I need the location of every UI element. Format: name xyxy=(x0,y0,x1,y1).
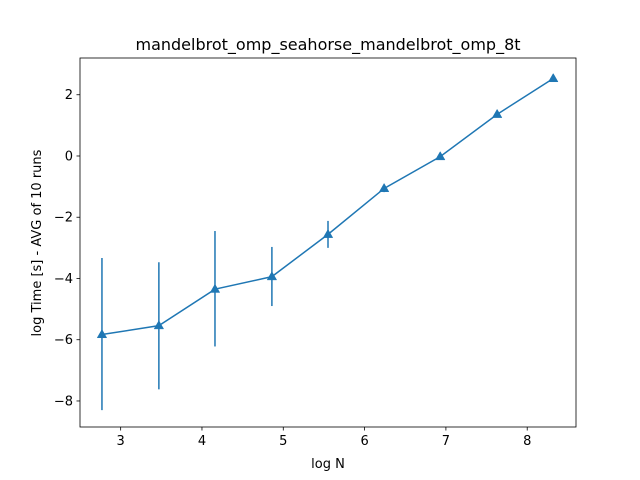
x-tick-label: 3 xyxy=(117,434,125,449)
x-axis-label: log N xyxy=(311,457,345,472)
data-point-marker xyxy=(548,73,559,83)
x-tick-label: 4 xyxy=(198,434,206,449)
x-tick-label: 5 xyxy=(279,434,287,449)
chart-title: mandelbrot_omp_seahorse_mandelbrot_omp_8… xyxy=(135,35,520,55)
y-tick-label: −8 xyxy=(54,394,73,409)
data-point-marker xyxy=(209,283,221,293)
data-point-marker xyxy=(435,151,446,161)
data-point-marker xyxy=(266,271,278,281)
y-tick-label: −2 xyxy=(54,211,73,226)
x-tick-label: 8 xyxy=(523,434,531,449)
series-markers xyxy=(96,73,559,339)
data-point-marker xyxy=(153,320,165,330)
plot-area: 3 4 5 6 7 8 −8 −6 −4 −2 0 2 xyxy=(54,57,577,449)
data-point-marker xyxy=(378,182,390,192)
data-point-marker xyxy=(322,228,334,238)
y-tick-label: 0 xyxy=(65,149,73,164)
data-point-marker xyxy=(96,329,108,339)
x-tick-label: 7 xyxy=(442,434,450,449)
x-axis: 3 4 5 6 7 8 xyxy=(117,427,531,449)
y-axis-label: log Time [s] - AVG of 10 runs xyxy=(30,149,45,336)
y-axis: −8 −6 −4 −2 0 2 xyxy=(54,88,80,409)
axes-frame xyxy=(79,57,577,428)
y-tick-label: 2 xyxy=(65,88,73,103)
data-point-marker xyxy=(491,108,503,118)
x-tick-label: 6 xyxy=(360,434,368,449)
y-tick-label: −4 xyxy=(54,272,73,287)
y-tick-label: −6 xyxy=(54,333,73,348)
